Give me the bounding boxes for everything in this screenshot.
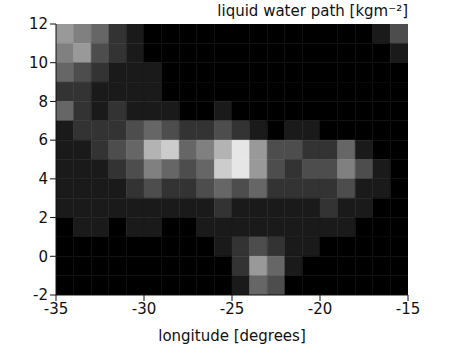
svg-text:-20: -20 [308, 300, 333, 318]
svg-text:6: 6 [38, 131, 48, 149]
svg-text:2: 2 [38, 209, 48, 227]
html-text:liquid water path [kgm⁻²]: liquid water path [kgm⁻²] [217, 2, 408, 20]
svg-text:12: 12 [29, 15, 48, 33]
svg-text:0: 0 [38, 248, 48, 266]
svg-text:longitude [degrees]: longitude [degrees] [158, 327, 306, 345]
svg-text:-30: -30 [132, 300, 157, 318]
svg-text:-15: -15 [396, 300, 421, 318]
svg-text:-35: -35 [43, 299, 69, 318]
svg-text:8: 8 [38, 93, 48, 111]
svg-text:-25: -25 [220, 300, 245, 318]
svg-text:10: 10 [29, 54, 48, 72]
svg-text:4: 4 [38, 170, 48, 188]
svg-text:-2: -2 [33, 286, 48, 304]
